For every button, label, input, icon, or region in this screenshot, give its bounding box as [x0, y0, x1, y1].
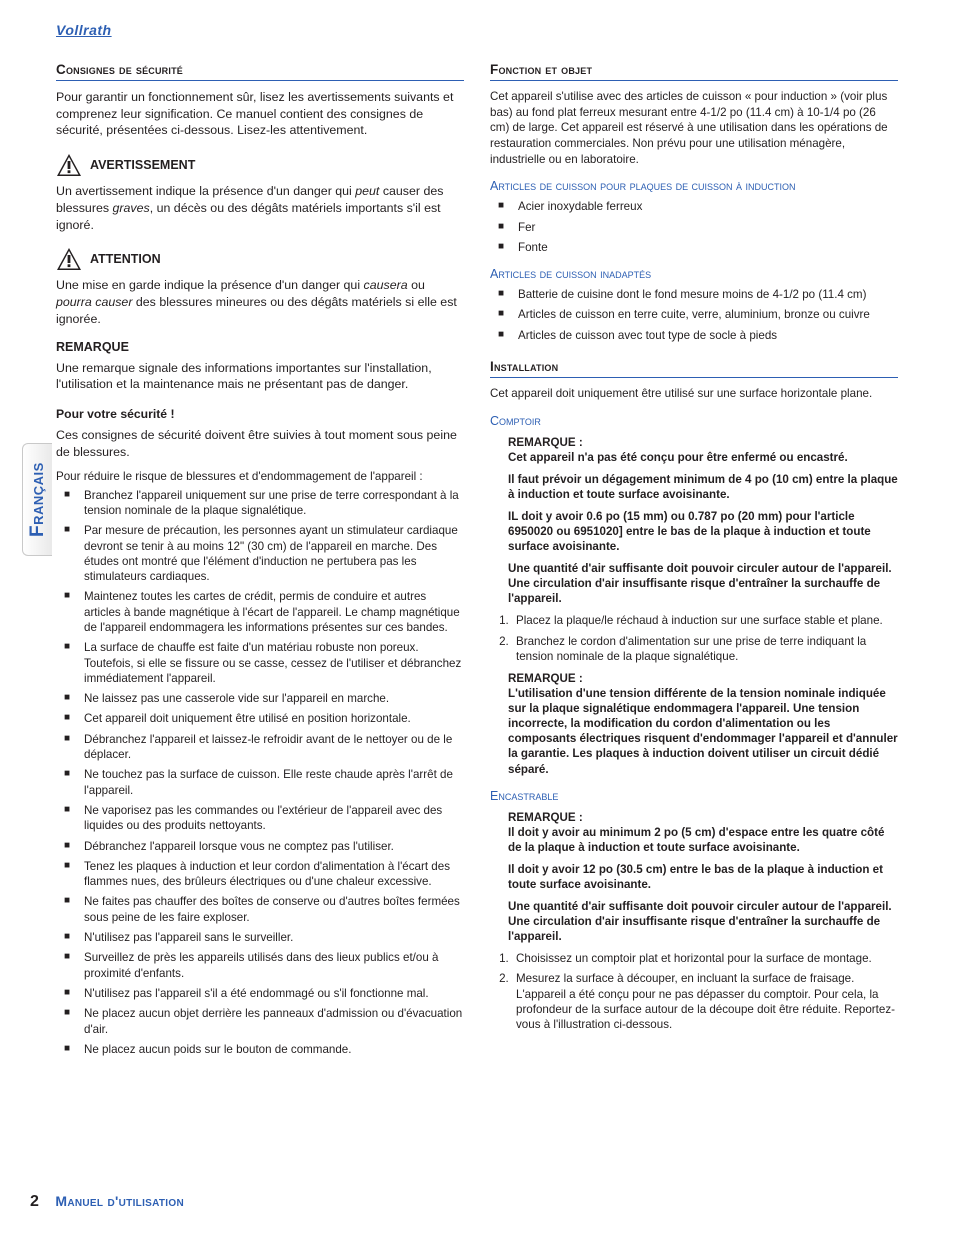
list-item: N'utilisez pas l'appareil s'il a été end…	[56, 986, 464, 1001]
reduce-line: Pour réduire le risque de blessures et d…	[56, 469, 464, 484]
list-item: Ne vaporisez pas les commandes ou l'exté…	[56, 803, 464, 834]
content-columns: Consignes de sécurité Pour garantir un f…	[56, 52, 898, 1063]
t: Un avertissement indique la présence d'u…	[56, 184, 355, 198]
warning-icon	[56, 153, 82, 177]
warning-row: AVERTISSEMENT	[56, 153, 464, 177]
encastrable-notes: REMARQUE :Il doit y avoir au minimum 2 p…	[490, 810, 898, 945]
t: ou	[408, 278, 425, 292]
list-item: Mesurez la surface à découper, en inclua…	[512, 971, 898, 1032]
left-column: Consignes de sécurité Pour garantir un f…	[56, 52, 464, 1063]
brand-logo: Vollrath	[56, 22, 898, 38]
note-text: IL doit y avoir 0.6 po (15 mm) ou 0.787 …	[508, 510, 871, 553]
list-item: Fer	[490, 220, 898, 235]
list-item: Acier inoxydable ferreux	[490, 199, 898, 214]
list-item: N'utilisez pas l'appareil sans le survei…	[56, 930, 464, 945]
list-item: Ne faites pas chauffer des boîtes de con…	[56, 894, 464, 925]
note-block: Il doit y avoir 12 po (30.5 cm) entre le…	[508, 862, 898, 892]
note-text: L'utilisation d'une tension différente d…	[508, 687, 898, 775]
comptoir-steps: Placez la plaque/le réchaud à induction …	[490, 613, 898, 664]
note-block: REMARQUE :Il doit y avoir au minimum 2 p…	[508, 810, 898, 855]
language-tab: Français	[22, 443, 52, 556]
note-block: Une quantité d'air suffisante doit pouvo…	[508, 561, 898, 606]
attention-row: ATTENTION	[56, 247, 464, 271]
list-item: Batterie de cuisine dont le fond mesure …	[490, 287, 898, 302]
note-text: Une quantité d'air suffisante doit pouvo…	[508, 562, 892, 605]
list-item: Par mesure de précaution, les personnes …	[56, 523, 464, 584]
page-number: 2	[30, 1193, 39, 1210]
warning-label: AVERTISSEMENT	[90, 158, 195, 172]
note-block: REMARQUE :Cet appareil n'a pas été conçu…	[508, 435, 898, 465]
warning-icon	[56, 247, 82, 271]
fonction-text: Cet appareil s'utilise avec des articles…	[490, 89, 898, 167]
safety-intro: Ces consignes de sécurité doivent être s…	[56, 427, 464, 460]
t: causera	[364, 278, 408, 292]
list-item: Surveillez de près les appareils utilisé…	[56, 950, 464, 981]
list-item: Branchez le cordon d'alimentation sur un…	[512, 634, 898, 665]
note-text: Une quantité d'air suffisante doit pouvo…	[508, 900, 892, 943]
note-text: Il doit y avoir au minimum 2 po (5 cm) d…	[508, 826, 884, 854]
note-title: REMARQUE :	[508, 810, 898, 825]
t: Une mise en garde indique la présence d'…	[56, 278, 364, 292]
heading-consignes: Consignes de sécurité	[56, 62, 464, 81]
note-title: REMARQUE :	[508, 435, 898, 450]
list-item: Maintenez toutes les cartes de crédit, p…	[56, 589, 464, 635]
safety-bullets: Branchez l'appareil uniquement sur une p…	[56, 488, 464, 1058]
encastrable-steps: Choisissez un comptoir plat et horizonta…	[490, 951, 898, 1032]
note-block: Une quantité d'air suffisante doit pouvo…	[508, 899, 898, 944]
list-item: Fonte	[490, 240, 898, 255]
remarque-text: Une remarque signale des informations im…	[56, 360, 464, 393]
list-item: Ne placez aucun objet derrière les panne…	[56, 1006, 464, 1037]
list-item: Débranchez l'appareil lorsque vous ne co…	[56, 839, 464, 854]
list-item: Débranchez l'appareil et laissez-le refr…	[56, 732, 464, 763]
list-item: Ne laissez pas une casserole vide sur l'…	[56, 691, 464, 706]
note-text: Il doit y avoir 12 po (30.5 cm) entre le…	[508, 863, 883, 891]
list-item: Cet appareil doit uniquement être utilis…	[56, 711, 464, 726]
page: Vollrath Français Consignes de sécurité …	[0, 0, 954, 1235]
note-text: Il faut prévoir un dégagement minimum de…	[508, 473, 898, 501]
installation-text: Cet appareil doit uniquement être utilis…	[490, 386, 898, 402]
list-item: Ne placez aucun poids sur le bouton de c…	[56, 1042, 464, 1057]
note-text: Cet appareil n'a pas été conçu pour être…	[508, 451, 848, 464]
comptoir-note2: REMARQUE : L'utilisation d'une tension d…	[508, 671, 898, 776]
heading-fonction: Fonction et objet	[490, 62, 898, 81]
list-item: Branchez l'appareil uniquement sur une p…	[56, 488, 464, 519]
page-footer: 2 Manuel d'utilisation	[30, 1193, 184, 1211]
cookware-bad-list: Batterie de cuisine dont le fond mesure …	[490, 287, 898, 343]
list-item: Placez la plaque/le réchaud à induction …	[512, 613, 898, 628]
footer-title: Manuel d'utilisation	[55, 1193, 184, 1209]
list-item: Articles de cuisson en terre cuite, verr…	[490, 307, 898, 322]
heading-comptoir: Comptoir	[490, 414, 898, 428]
heading-installation: Installation	[490, 359, 898, 378]
attention-text: Une mise en garde indique la présence d'…	[56, 277, 464, 327]
list-item: La surface de chauffe est faite d'un mat…	[56, 640, 464, 686]
note-block: Il faut prévoir un dégagement minimum de…	[508, 472, 898, 502]
heading-cookware-ok: Articles de cuisson pour plaques de cuis…	[490, 179, 898, 193]
t: graves	[112, 201, 149, 215]
warning-text: Un avertissement indique la présence d'u…	[56, 183, 464, 233]
list-item: Tenez les plaques à induction et leur co…	[56, 859, 464, 890]
comptoir-notes: REMARQUE :Cet appareil n'a pas été conçu…	[490, 435, 898, 607]
heading-cookware-bad: Articles de cuisson inadaptés	[490, 267, 898, 281]
note-block: IL doit y avoir 0.6 po (15 mm) ou 0.787 …	[508, 509, 898, 554]
note-title: REMARQUE :	[508, 671, 898, 686]
heading-encastrable: Encastrable	[490, 789, 898, 803]
t: pourra causer	[56, 295, 132, 309]
t: peut	[355, 184, 379, 198]
list-item: Choisissez un comptoir plat et horizonta…	[512, 951, 898, 966]
list-item: Articles de cuisson avec tout type de so…	[490, 328, 898, 343]
cookware-ok-list: Acier inoxydable ferreux Fer Fonte	[490, 199, 898, 255]
remarque-label: REMARQUE	[56, 340, 464, 354]
right-column: Fonction et objet Cet appareil s'utilise…	[490, 52, 898, 1063]
safety-title: Pour votre sécurité !	[56, 407, 464, 421]
intro-paragraph: Pour garantir un fonctionnement sûr, lis…	[56, 89, 464, 139]
attention-label: ATTENTION	[90, 252, 161, 266]
list-item: Ne touchez pas la surface de cuisson. El…	[56, 767, 464, 798]
